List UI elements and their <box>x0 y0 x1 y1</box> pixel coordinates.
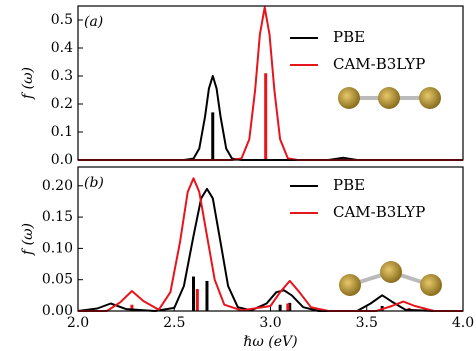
y-tick-label: 0.05 <box>42 272 73 288</box>
y-tick-label: 0.20 <box>42 178 73 194</box>
y-tick-label: 0.1 <box>51 124 73 140</box>
y-tick-label: 0.0 <box>51 152 73 168</box>
y-tick-label: 0.15 <box>42 209 73 225</box>
y-axis-label: f (ω) <box>20 223 36 256</box>
y-tick-label: 0.2 <box>51 96 73 112</box>
spectrum-line <box>78 178 463 311</box>
panel-label: (a) <box>84 14 103 30</box>
panel-label: (b) <box>84 175 104 191</box>
molecule-linear <box>338 87 441 109</box>
legend-label: PBE <box>333 28 365 46</box>
spectrum-line <box>78 7 463 160</box>
y-axis-label: f (ω) <box>20 67 36 100</box>
plot-frame <box>78 167 463 311</box>
x-tick-label: 2.0 <box>67 315 89 331</box>
x-tick-label: 3.0 <box>259 315 281 331</box>
x-tick-label: 3.5 <box>356 315 378 331</box>
x-axis-label: ℏω (eV) <box>243 334 297 350</box>
figure: 0.0 0.1 0.2 0.3 0.4 0.5 PBE CAM-B3LYP (a) f (ω) 0.… <box>0 0 476 351</box>
y-tick-label: 0.5 <box>51 12 73 28</box>
plot-frame <box>78 6 463 160</box>
spectrum-line <box>78 76 463 160</box>
y-tick-label: 0.3 <box>51 68 73 84</box>
molecule-bent <box>339 261 442 296</box>
legend-label: PBE <box>333 176 365 194</box>
y-tick-label: 0.4 <box>51 40 73 56</box>
x-tick-label: 4.0 <box>452 315 474 331</box>
x-tick-label: 2.5 <box>163 315 185 331</box>
y-tick-label: 0.10 <box>42 240 73 256</box>
legend-label: CAM-B3LYP <box>333 203 425 221</box>
legend-label: CAM-B3LYP <box>333 55 425 73</box>
